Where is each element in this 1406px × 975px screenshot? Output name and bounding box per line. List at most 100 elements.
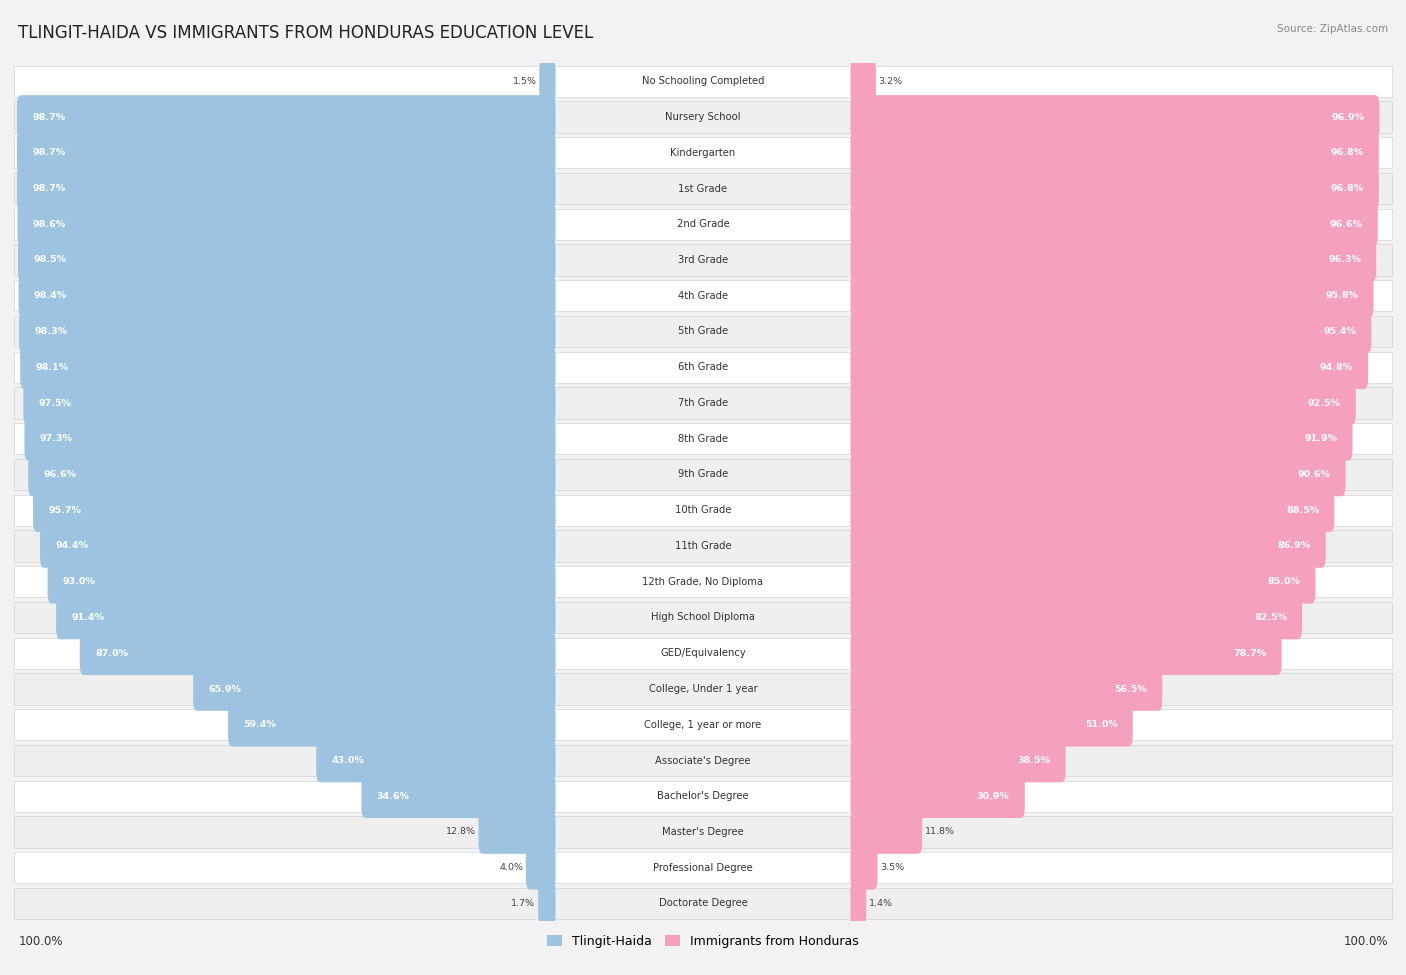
Text: 9th Grade: 9th Grade	[678, 470, 728, 480]
Text: 97.3%: 97.3%	[39, 434, 73, 444]
Text: 96.8%: 96.8%	[1330, 184, 1364, 193]
Text: 56.5%: 56.5%	[1115, 684, 1147, 693]
FancyBboxPatch shape	[851, 452, 1346, 496]
FancyBboxPatch shape	[851, 167, 1379, 211]
FancyBboxPatch shape	[851, 345, 1368, 389]
Bar	[14, 745, 1392, 776]
Text: College, 1 year or more: College, 1 year or more	[644, 720, 762, 729]
Text: 3.5%: 3.5%	[880, 863, 904, 873]
Text: 11th Grade: 11th Grade	[675, 541, 731, 551]
FancyBboxPatch shape	[17, 96, 555, 138]
Text: 6th Grade: 6th Grade	[678, 363, 728, 372]
FancyBboxPatch shape	[24, 417, 555, 460]
FancyBboxPatch shape	[851, 810, 922, 854]
Text: 87.0%: 87.0%	[96, 648, 128, 658]
Bar	[14, 173, 1392, 204]
Bar	[14, 494, 1392, 526]
Text: 1.4%: 1.4%	[869, 899, 893, 908]
FancyBboxPatch shape	[851, 774, 1025, 818]
Text: College, Under 1 year: College, Under 1 year	[648, 684, 758, 694]
Text: 85.0%: 85.0%	[1267, 577, 1301, 586]
Text: 98.3%: 98.3%	[34, 327, 67, 336]
Text: 38.5%: 38.5%	[1018, 756, 1050, 765]
Text: 59.4%: 59.4%	[243, 721, 276, 729]
FancyBboxPatch shape	[20, 345, 555, 389]
FancyBboxPatch shape	[39, 525, 555, 567]
Text: 43.0%: 43.0%	[332, 756, 364, 765]
Text: 98.7%: 98.7%	[32, 148, 65, 157]
Text: 98.5%: 98.5%	[34, 255, 66, 264]
FancyBboxPatch shape	[851, 417, 1353, 460]
FancyBboxPatch shape	[851, 238, 1376, 282]
Text: 97.5%: 97.5%	[38, 399, 72, 408]
FancyBboxPatch shape	[851, 381, 1355, 425]
Bar	[14, 209, 1392, 240]
Bar	[14, 423, 1392, 454]
Text: 30.9%: 30.9%	[977, 792, 1010, 800]
Text: 3.2%: 3.2%	[879, 77, 903, 86]
FancyBboxPatch shape	[851, 703, 1133, 747]
Bar	[14, 459, 1392, 490]
Text: 1.7%: 1.7%	[512, 899, 536, 908]
Text: 7th Grade: 7th Grade	[678, 398, 728, 408]
Text: Professional Degree: Professional Degree	[654, 863, 752, 873]
Text: 90.6%: 90.6%	[1298, 470, 1330, 479]
Bar	[14, 137, 1392, 169]
FancyBboxPatch shape	[851, 96, 1379, 138]
Bar	[14, 816, 1392, 847]
Bar	[14, 387, 1392, 418]
Legend: Tlingit-Haida, Immigrants from Honduras: Tlingit-Haida, Immigrants from Honduras	[547, 935, 859, 948]
FancyBboxPatch shape	[17, 203, 555, 246]
FancyBboxPatch shape	[851, 59, 876, 103]
Text: 11.8%: 11.8%	[925, 828, 955, 837]
Text: 95.8%: 95.8%	[1326, 292, 1358, 300]
Text: 10th Grade: 10th Grade	[675, 505, 731, 515]
Text: 94.8%: 94.8%	[1320, 363, 1353, 371]
FancyBboxPatch shape	[851, 488, 1334, 532]
Text: 86.9%: 86.9%	[1278, 541, 1310, 551]
FancyBboxPatch shape	[20, 310, 555, 353]
Text: 98.7%: 98.7%	[32, 112, 65, 122]
Text: 34.6%: 34.6%	[377, 792, 409, 800]
FancyBboxPatch shape	[540, 59, 555, 103]
Bar	[14, 280, 1392, 311]
Text: 92.5%: 92.5%	[1308, 399, 1340, 408]
FancyBboxPatch shape	[18, 238, 555, 282]
Text: Bachelor's Degree: Bachelor's Degree	[657, 792, 749, 801]
FancyBboxPatch shape	[851, 310, 1371, 353]
FancyBboxPatch shape	[17, 167, 555, 211]
Bar	[14, 781, 1392, 812]
Text: 4.0%: 4.0%	[499, 863, 523, 873]
FancyBboxPatch shape	[851, 739, 1066, 782]
Text: High School Diploma: High School Diploma	[651, 612, 755, 622]
Text: No Schooling Completed: No Schooling Completed	[641, 76, 765, 86]
FancyBboxPatch shape	[228, 703, 555, 747]
FancyBboxPatch shape	[18, 274, 555, 318]
FancyBboxPatch shape	[56, 596, 555, 640]
FancyBboxPatch shape	[80, 632, 555, 675]
Bar	[14, 566, 1392, 598]
Text: 96.6%: 96.6%	[1330, 219, 1362, 229]
FancyBboxPatch shape	[851, 203, 1378, 246]
Text: 4th Grade: 4th Grade	[678, 291, 728, 300]
Bar	[14, 602, 1392, 633]
FancyBboxPatch shape	[851, 667, 1163, 711]
Bar	[14, 316, 1392, 347]
Text: 94.4%: 94.4%	[55, 541, 89, 551]
FancyBboxPatch shape	[851, 846, 877, 889]
Bar	[14, 888, 1392, 919]
FancyBboxPatch shape	[361, 774, 555, 818]
Text: GED/Equivalency: GED/Equivalency	[661, 648, 745, 658]
Bar	[14, 674, 1392, 705]
Text: 100.0%: 100.0%	[18, 935, 63, 948]
Text: 1.5%: 1.5%	[512, 77, 537, 86]
Text: 51.0%: 51.0%	[1085, 721, 1118, 729]
Bar	[14, 709, 1392, 740]
Bar	[14, 65, 1392, 97]
Text: 1st Grade: 1st Grade	[679, 183, 727, 193]
Text: 2nd Grade: 2nd Grade	[676, 219, 730, 229]
Text: 95.7%: 95.7%	[48, 506, 82, 515]
Text: 12th Grade, No Diploma: 12th Grade, No Diploma	[643, 577, 763, 587]
FancyBboxPatch shape	[17, 131, 555, 175]
Text: 93.0%: 93.0%	[63, 577, 96, 586]
